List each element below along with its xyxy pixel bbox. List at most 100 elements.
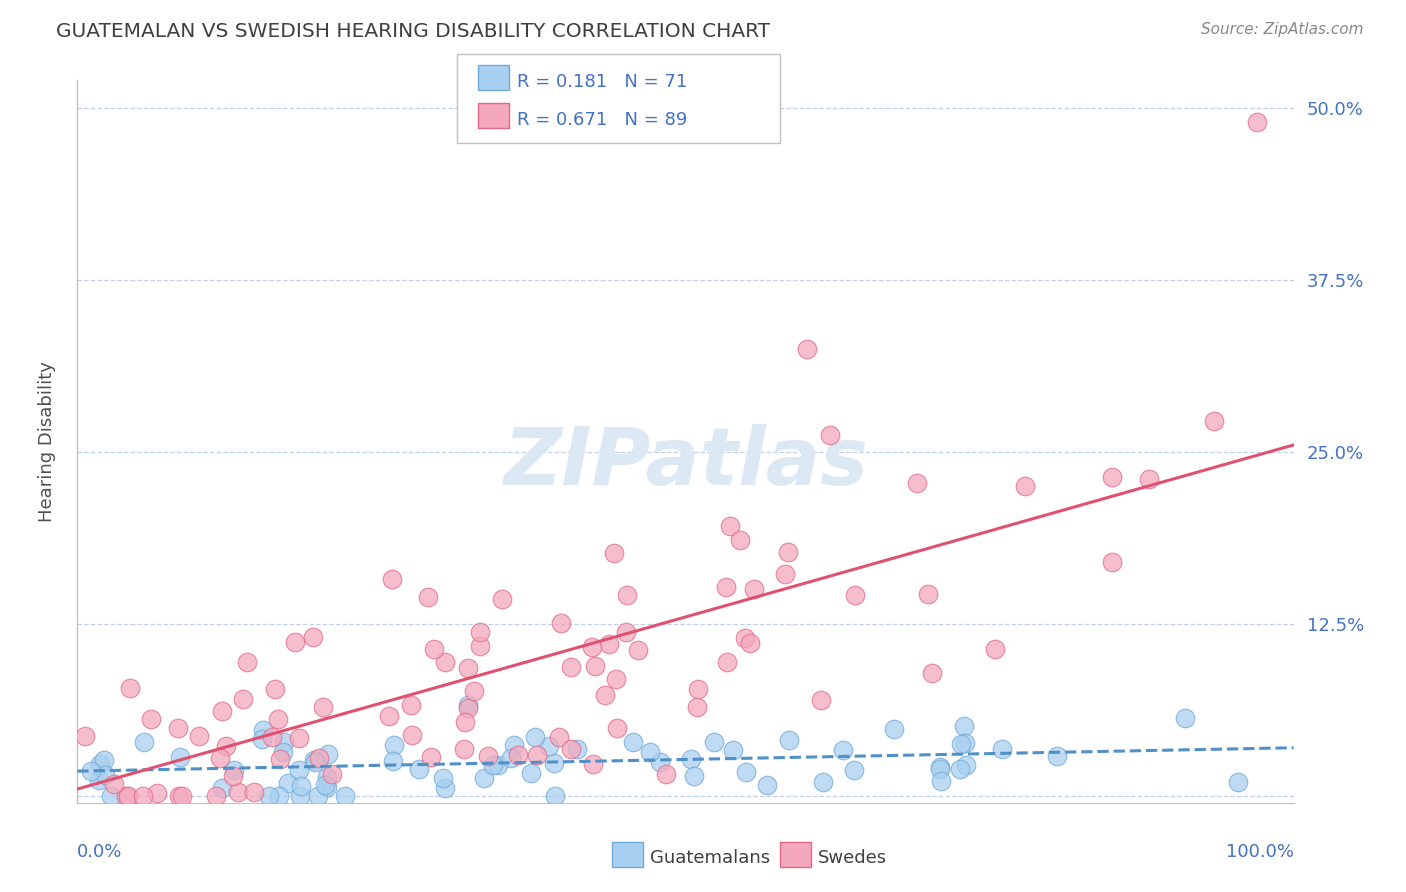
Point [616,588,638,602]
Point [93,768,115,782]
Point [811,775,834,789]
Point [491,591,513,606]
Point [614,625,637,640]
Point [928,760,950,774]
Point [831,743,853,757]
Point [740,636,762,650]
Point [187,730,209,744]
Point [399,698,422,712]
Point [502,739,524,753]
Point [721,743,744,757]
Point [312,700,335,714]
Point [648,755,671,769]
Point [686,700,709,714]
Point [928,762,950,776]
Text: Guatemalans: Guatemalans [650,849,769,867]
Point [226,784,249,798]
Point [267,789,290,803]
Point [499,750,522,764]
Point [477,748,499,763]
Point [796,342,818,356]
Point [583,659,606,673]
Point [984,642,1007,657]
Point [420,750,443,764]
Point [381,572,404,586]
Point [457,661,479,675]
Point [211,704,233,718]
Point [222,769,245,783]
Point [304,755,326,769]
Point [93,753,115,767]
Point [432,771,454,785]
Point [1246,114,1268,128]
Text: 100.0%: 100.0% [1226,843,1294,861]
Point [735,764,758,779]
Point [486,757,509,772]
Point [307,789,329,803]
Point [905,476,928,491]
Point [883,722,905,736]
Point [170,789,193,803]
Point [315,770,337,784]
Point [1046,748,1069,763]
Point [543,756,565,771]
Point [89,757,111,772]
Point [335,789,357,803]
Point [844,763,866,777]
Point [953,719,976,733]
Point [929,774,952,789]
Point [457,698,479,713]
Point [537,739,560,754]
Point [167,789,190,803]
Point [418,590,440,604]
Point [252,723,274,737]
Text: Hearing Disability: Hearing Disability [38,361,56,522]
Text: R = 0.181   N = 71: R = 0.181 N = 71 [517,73,688,91]
Point [211,781,233,796]
Point [132,789,155,803]
Point [991,742,1014,756]
Point [548,730,571,744]
Point [316,747,339,761]
Point [543,789,565,803]
Point [756,778,779,792]
Point [252,732,274,747]
Point [950,737,973,751]
Point [422,642,444,657]
Point [222,764,245,778]
Point [284,635,307,649]
Point [382,738,405,752]
Point [302,630,325,644]
Point [598,637,620,651]
Point [482,758,505,772]
Point [277,775,299,789]
Point [1014,479,1036,493]
Point [470,625,492,640]
Point [288,764,311,778]
Point [100,789,122,803]
Point [208,751,231,765]
Point [626,642,648,657]
Point [314,778,336,792]
Point [681,752,703,766]
Point [308,751,330,765]
Point [1101,469,1123,483]
Point [955,757,977,772]
Point [686,682,709,697]
Point [683,769,706,783]
Point [778,545,800,559]
Point [288,731,311,745]
Point [267,712,290,726]
Point [565,742,588,756]
Point [1101,555,1123,569]
Point [139,712,162,726]
Point [236,655,259,669]
Point [132,735,155,749]
Text: R = 0.671   N = 89: R = 0.671 N = 89 [517,111,688,128]
Point [73,729,96,743]
Point [524,730,547,744]
Point [204,789,226,803]
Point [377,709,399,723]
Point [949,762,972,776]
Point [316,780,339,795]
